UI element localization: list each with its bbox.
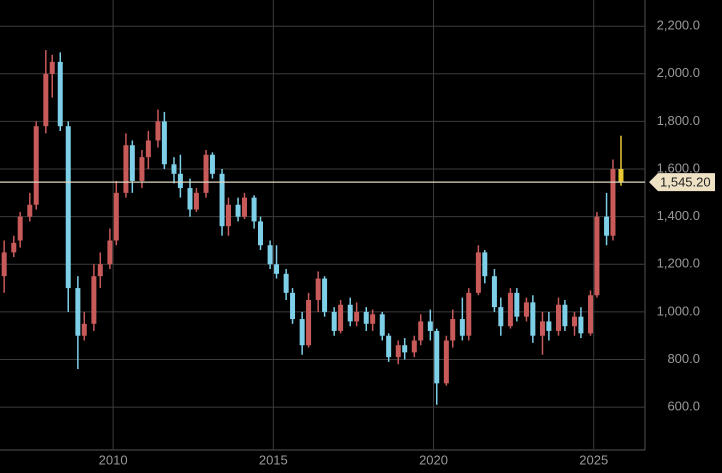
- candle-body: [498, 307, 504, 327]
- candle-body: [49, 61, 55, 74]
- candle-body: [235, 204, 241, 217]
- candle-body: [475, 252, 481, 293]
- candle-body: [379, 314, 385, 336]
- candle-body: [97, 264, 103, 277]
- candle-body: [219, 173, 225, 227]
- candle-body: [251, 197, 257, 222]
- candle-body: [466, 292, 472, 336]
- x-tick-label: 2025: [579, 452, 608, 467]
- candle-body: [546, 321, 552, 331]
- candle-body: [193, 192, 199, 210]
- candle-body: [57, 61, 63, 127]
- y-tick-label: 2,200.0: [657, 18, 700, 33]
- candle-body: [363, 311, 369, 324]
- candle-body: [274, 264, 280, 274]
- candle-body: [91, 276, 97, 324]
- candle-body: [81, 323, 87, 336]
- x-tick-label: 2015: [259, 452, 288, 467]
- candle-body: [322, 278, 328, 312]
- candle-body: [572, 316, 578, 327]
- y-tick-label: 2,000.0: [657, 65, 700, 80]
- last-price-label: 1,545.20: [660, 175, 711, 190]
- candle-body: [177, 173, 183, 189]
- candle-body: [290, 292, 296, 320]
- candle-body: [491, 276, 497, 308]
- candle-body: [594, 216, 600, 296]
- y-tick-label: 1,200.0: [657, 256, 700, 271]
- candle-body: [257, 221, 263, 246]
- candle-body: [562, 304, 568, 327]
- candle-body: [241, 197, 247, 217]
- candle-body: [161, 121, 167, 165]
- candle-body: [139, 157, 145, 181]
- candle-body: [434, 330, 440, 384]
- y-tick-label: 1,600.0: [657, 160, 700, 175]
- candle-body: [129, 145, 135, 181]
- candle-body: [402, 345, 408, 353]
- candle-body: [225, 204, 231, 227]
- candle-body: [604, 216, 610, 236]
- candle-body: [427, 321, 433, 331]
- candle-body: [155, 121, 161, 141]
- candle-body: [418, 321, 424, 341]
- candle-body: [507, 292, 513, 327]
- candle-body: [209, 154, 215, 174]
- candle-body: [354, 311, 360, 322]
- candle-body: [267, 245, 273, 265]
- candle-body: [459, 319, 465, 336]
- candle-body: [315, 278, 321, 300]
- candle-body: [1, 252, 7, 277]
- candle-body: [610, 169, 616, 236]
- candle-body: [338, 304, 344, 331]
- candle-body: [450, 319, 456, 341]
- candle-body: [482, 252, 488, 277]
- candle-body: [331, 311, 337, 331]
- candle-body: [386, 335, 392, 358]
- candle-body: [370, 314, 376, 324]
- candle-body: [306, 300, 312, 346]
- candle-body: [514, 292, 520, 317]
- y-tick-label: 1,800.0: [657, 113, 700, 128]
- candle-body: [113, 192, 119, 241]
- x-tick-label: 2020: [419, 452, 448, 467]
- y-tick-label: 1,400.0: [657, 208, 700, 223]
- candle-body: [395, 345, 401, 358]
- candle-body: [107, 240, 113, 265]
- x-tick-label: 2010: [99, 452, 128, 467]
- candle-body: [555, 304, 561, 331]
- candle-body: [588, 295, 594, 334]
- candle-body: [523, 302, 529, 317]
- candle-body: [145, 140, 151, 158]
- candle-body: [171, 164, 177, 174]
- candle-body: [11, 242, 17, 253]
- candle-body: [43, 73, 49, 127]
- candle-body: [347, 304, 353, 322]
- candle-body: [65, 126, 71, 289]
- candle-body: [123, 145, 129, 193]
- candle-body: [203, 154, 209, 193]
- candle-body: [299, 319, 305, 346]
- candle-body: [283, 273, 289, 293]
- y-tick-label: 600.0: [667, 399, 700, 414]
- candle-body: [530, 302, 536, 336]
- last-price-tag: [649, 173, 715, 192]
- candle-body: [187, 188, 193, 210]
- candle-body: [17, 216, 23, 241]
- candle-body: [578, 316, 584, 334]
- y-tick-label: 800.0: [667, 351, 700, 366]
- candle-body: [75, 288, 81, 336]
- candle-body: [33, 126, 39, 205]
- candle-body: [539, 321, 545, 336]
- y-tick-label: 1,000.0: [657, 303, 700, 318]
- candle-body: [618, 169, 624, 183]
- candle-body: [443, 340, 449, 384]
- candle-body: [27, 204, 33, 217]
- candle-body: [411, 340, 417, 353]
